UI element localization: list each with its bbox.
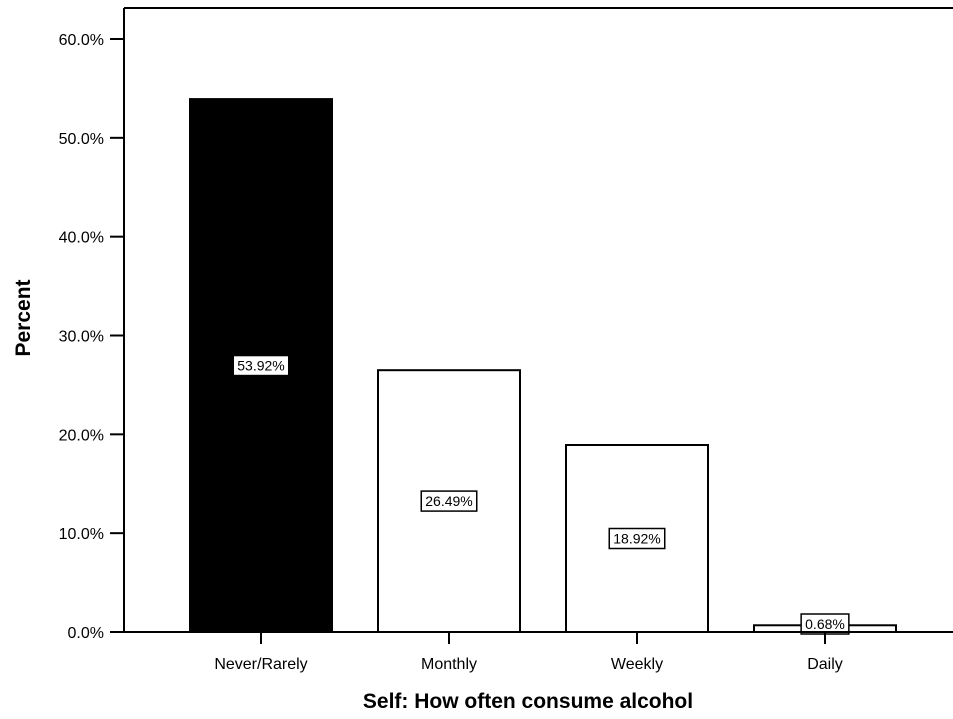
data-label-box: 26.49% <box>420 490 478 512</box>
data-label-frame <box>232 354 290 377</box>
data-label: 53.92% <box>237 358 284 374</box>
y-tick-label: 50.0% <box>59 131 104 148</box>
y-tick-label: 0.0% <box>68 625 104 642</box>
data-label: 26.49% <box>425 493 472 509</box>
y-tick-label: 40.0% <box>59 230 104 247</box>
x-axis-title: Self: How often consume alcohol <box>363 690 693 713</box>
data-label-box: 53.92% <box>232 354 290 377</box>
x-tick-label: Weekly <box>611 656 663 673</box>
bar-never-rarely <box>189 98 333 634</box>
y-tick-label: 60.0% <box>59 32 104 49</box>
x-tick-label: Never/Rarely <box>214 656 307 673</box>
x-tick-label: Daily <box>807 656 843 673</box>
y-tick-label: 20.0% <box>59 427 104 444</box>
data-labels-group: 53.92% 26.49% 18.92% 0.68% <box>232 354 850 635</box>
y-tick-label: 10.0% <box>59 526 104 543</box>
x-tick-label: Monthly <box>421 656 477 673</box>
bars-group <box>189 98 897 634</box>
y-axis: 0.0% 10.0% 20.0% 30.0% 40.0% 50.0% 60.0% <box>59 7 953 642</box>
data-label: 18.92% <box>613 531 660 547</box>
data-label-box: 18.92% <box>608 527 666 550</box>
x-axis: Never/Rarely Monthly Weekly Daily <box>124 631 953 673</box>
y-axis-title: Percent <box>12 279 35 356</box>
data-label-frame <box>608 527 666 550</box>
data-label-frame <box>420 490 478 512</box>
y-tick-label: 30.0% <box>59 329 104 346</box>
data-label: 0.68% <box>805 616 845 632</box>
